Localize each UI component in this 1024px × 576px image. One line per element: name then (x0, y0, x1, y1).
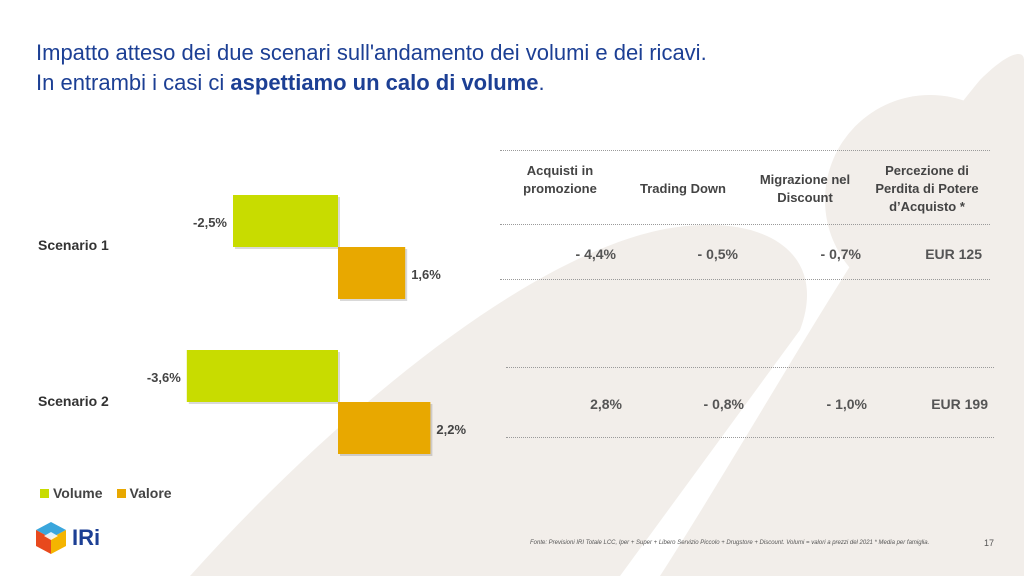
title-line-2-prefix: In entrambi i casi ci (36, 70, 231, 95)
iri-logo: IRi (34, 520, 100, 556)
iri-cube-icon (36, 522, 66, 554)
table-cell: - 4,4% (575, 246, 616, 262)
bar-volume (233, 195, 338, 247)
logo-text: IRi (72, 525, 101, 550)
source-footnote: Fonte: Previsioni IRI Totale LCC, Iper +… (530, 540, 930, 546)
table-cell: 2,8% (590, 396, 622, 412)
category-label: Scenario 1 (38, 237, 109, 253)
chart-legend: Volume Valore (40, 485, 172, 501)
legend-swatch-valore (116, 488, 126, 498)
data-label: 2,2% (436, 422, 466, 437)
table-divider (506, 437, 994, 438)
table-cell: EUR 125 (925, 246, 982, 262)
bar-valore (338, 402, 431, 454)
table-divider (500, 150, 990, 151)
table-cell: - 0,5% (697, 246, 738, 262)
table-cell: EUR 199 (931, 396, 988, 412)
title-line-2-suffix: . (538, 70, 545, 95)
table-cell: - 1,0% (826, 396, 867, 412)
title-line-2: In entrambi i casi ci aspettiamo un calo… (36, 68, 916, 98)
table-header-migrazione: Migrazione nel Discount (759, 172, 851, 205)
table-cell: - 0,7% (820, 246, 861, 262)
data-label: -3,6% (147, 370, 181, 385)
bar-volume (186, 350, 338, 402)
table-divider (500, 224, 990, 225)
legend-swatch-volume (40, 488, 49, 498)
data-label: -2,5% (193, 215, 227, 230)
table-divider (506, 367, 994, 368)
data-label: 1,6% (411, 267, 441, 282)
legend-item-volume: Volume (40, 485, 103, 501)
legend-item-valore: Valore (116, 485, 172, 501)
bar-valore (338, 247, 406, 299)
legend-label-valore: Valore (129, 485, 172, 501)
title-line-1: Impatto atteso dei due scenari sull'anda… (36, 40, 707, 65)
table-header-trading-down: Trading Down (640, 181, 726, 196)
table-header-percezione: Percezione di Perdita di Potere d’Acquis… (875, 163, 979, 214)
title-line-2-bold: aspettiamo un calo di volume (230, 70, 539, 95)
legend-label-volume: Volume (53, 485, 103, 501)
page-title: Impatto atteso dei due scenari sull'anda… (36, 38, 916, 98)
table-divider (500, 279, 990, 280)
table-header-promozione: Acquisti in promozione (523, 163, 597, 196)
category-label: Scenario 2 (38, 393, 109, 409)
table-cell: - 0,8% (703, 396, 744, 412)
page-number: 17 (984, 538, 995, 548)
